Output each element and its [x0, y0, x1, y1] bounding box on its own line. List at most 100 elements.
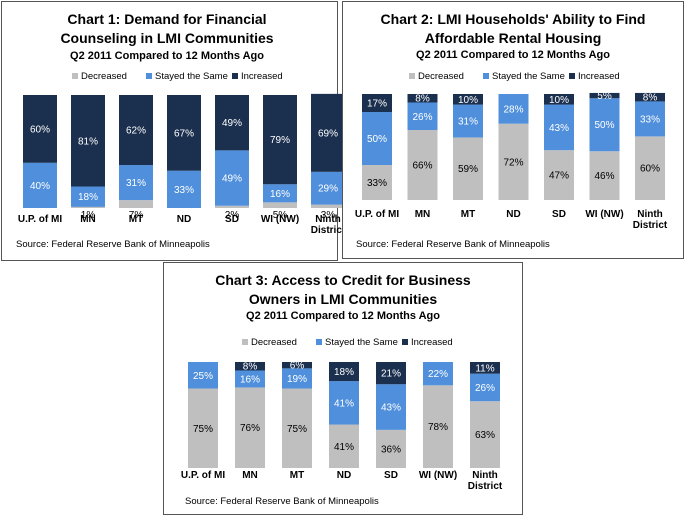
bar-increased-3	[167, 95, 201, 171]
legend-label-2: Increased	[578, 71, 620, 82]
chart-3-panel: Chart 3: Access to Credit for Business O…	[163, 262, 523, 515]
data-label-decreased-2: 59%	[458, 164, 478, 175]
data-label-increased-0: 17%	[367, 99, 387, 110]
data-label-increased-5: 5%	[597, 91, 612, 102]
category-label-2: MT	[290, 470, 304, 481]
data-label-decreased-3: 72%	[503, 157, 523, 168]
bar-increased-1	[235, 362, 265, 371]
bar-decreased-1	[235, 387, 265, 468]
bar-decreased-4	[544, 150, 574, 200]
bar-increased-5	[263, 95, 297, 185]
chart-1-source: Source: Federal Reserve Bank of Minneapo…	[16, 239, 210, 250]
bar-decreased-4	[376, 429, 406, 468]
bar-increased-6	[311, 93, 345, 172]
legend-swatch-1	[483, 73, 489, 79]
category-label-0: U.P. of MI	[181, 470, 225, 481]
bar-increased-0	[362, 94, 392, 113]
chart-1-subtitle: Q2 2011 Compared to 12 Months Ago	[70, 50, 264, 62]
data-label-increased-6: 11%	[475, 363, 494, 374]
legend-swatch-2	[232, 73, 238, 79]
data-label-stayed-the-same-3: 41%	[334, 398, 354, 409]
chart-3-title-line-1: Chart 3: Access to Credit for Business	[215, 272, 471, 288]
chart-3-title-line-2: Owners in LMI Communities	[248, 291, 438, 307]
bar-increased-0	[23, 95, 57, 163]
data-label-increased-6: 69%	[318, 128, 338, 139]
data-label-increased-1: 8%	[415, 94, 430, 105]
data-label-decreased-5: 46%	[594, 171, 614, 182]
category-label-1: MN	[415, 209, 431, 220]
bar-stayed-the-same-6	[470, 373, 500, 402]
bar-stayed-the-same-3	[329, 381, 359, 425]
data-label-stayed-the-same-0: 25%	[193, 371, 213, 382]
data-label-stayed-the-same-1: 18%	[78, 192, 98, 203]
category-label-5: WI (NW)	[585, 209, 623, 220]
legend-label-1: Stayed the Same	[155, 71, 228, 82]
bar-increased-3	[329, 362, 359, 382]
data-label-stayed-the-same-4: 49%	[222, 174, 242, 185]
category-label-4: SD	[384, 470, 398, 481]
category-label-4: SD	[552, 209, 566, 220]
chart-1-title-line-1: Chart 1: Demand for Financial	[67, 11, 267, 27]
bar-stayed-the-same-3	[167, 170, 201, 208]
data-label-decreased-6: 63%	[475, 430, 495, 441]
chart-2-panel: Chart 2: LMI Households' Ability to Find…	[342, 1, 684, 259]
category-label-4: SD	[225, 214, 239, 225]
chart-2-source: Source: Federal Reserve Bank of Minneapo…	[356, 239, 550, 250]
data-label-increased-4: 49%	[222, 118, 242, 129]
legend-label-1: Stayed the Same	[325, 337, 398, 348]
legend-label-0: Decreased	[418, 71, 464, 82]
bar-stayed-the-same-2	[119, 165, 153, 201]
legend-swatch-1	[316, 339, 322, 345]
bar-stayed-the-same-5	[423, 362, 453, 386]
data-label-decreased-2: 7%	[129, 210, 144, 221]
bar-stayed-the-same-4	[544, 104, 574, 151]
chart-3-plot: Decreased Stayed the Same Increased 75% 25% U…	[181, 337, 503, 492]
data-label-increased-1: 8%	[243, 362, 258, 373]
legend-swatch-0	[242, 339, 248, 345]
bar-decreased-5	[423, 385, 453, 468]
bar-decreased-2	[119, 200, 153, 208]
bar-increased-6	[470, 362, 500, 374]
bar-decreased-1	[407, 130, 438, 200]
bar-increased-1	[407, 94, 438, 103]
legend-label-2: Increased	[411, 337, 453, 348]
legend-swatch-2	[402, 339, 408, 345]
chart-3-source: Source: Federal Reserve Bank of Minneapo…	[185, 496, 379, 507]
data-label-stayed-the-same-4: 43%	[381, 403, 401, 414]
data-label-stayed-the-same-3: 28%	[503, 104, 523, 115]
category-label-6-line-1: District	[468, 481, 503, 492]
category-label-6-line-0: Ninth	[315, 214, 341, 225]
chart-1-title-line-2: Counseling in LMI Communities	[60, 30, 274, 46]
bar-increased-4	[215, 95, 249, 151]
bar-decreased-1	[71, 206, 105, 208]
data-label-increased-6: 8%	[643, 93, 658, 104]
bar-decreased-5	[589, 151, 620, 200]
data-label-stayed-the-same-2: 19%	[287, 374, 307, 385]
bar-stayed-the-same-1	[407, 102, 438, 131]
bar-decreased-2	[282, 388, 312, 468]
data-label-decreased-5: 78%	[428, 422, 448, 433]
bar-stayed-the-same-5	[589, 98, 620, 152]
bar-increased-1	[71, 95, 105, 187]
bar-increased-5	[589, 92, 620, 99]
bar-decreased-0	[188, 388, 218, 468]
data-label-stayed-the-same-6: 33%	[640, 114, 660, 125]
data-label-stayed-the-same-5: 16%	[270, 189, 290, 200]
chart-3-subtitle: Q2 2011 Compared to 12 Months Ago	[246, 310, 440, 322]
bar-decreased-4	[215, 205, 249, 208]
category-label-6-line-0: Ninth	[472, 470, 498, 481]
category-label-6-line-1: District	[311, 225, 346, 236]
bar-stayed-the-same-0	[188, 362, 218, 389]
bar-stayed-the-same-3	[498, 94, 529, 124]
data-label-increased-5: 79%	[270, 135, 290, 146]
category-label-6-line-1: District	[633, 220, 668, 231]
bar-decreased-5	[263, 202, 297, 208]
data-label-increased-2: 6%	[290, 361, 305, 372]
data-label-stayed-the-same-6: 29%	[318, 184, 338, 195]
chart-1-plot: Decreased Stayed the Same Increased 40% 60% U…	[18, 71, 346, 236]
bar-increased-4	[376, 362, 406, 385]
category-label-3: ND	[506, 209, 520, 220]
bar-decreased-0	[362, 165, 392, 200]
data-label-increased-3: 18%	[334, 367, 354, 378]
data-label-stayed-the-same-2: 31%	[126, 178, 146, 189]
